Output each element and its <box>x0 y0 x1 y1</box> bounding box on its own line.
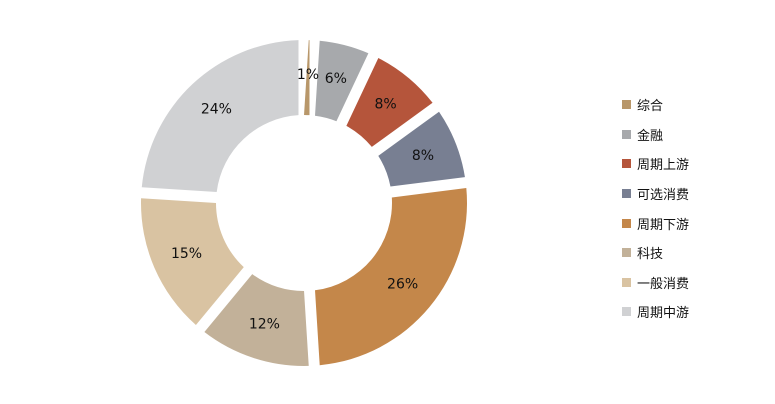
legend-swatch <box>622 100 631 110</box>
legend-label: 可选消费 <box>637 188 690 204</box>
donut-slice-0 <box>304 40 310 116</box>
legend-item-jinrong: 金融 <box>622 120 689 150</box>
legend-swatch <box>622 159 631 169</box>
legend-item-keji: 科技 <box>622 238 689 268</box>
slice-label-1: 6% <box>325 71 347 87</box>
legend-label: 综合 <box>637 99 664 115</box>
legend-label: 周期下游 <box>637 217 690 233</box>
legend-label: 科技 <box>637 247 664 263</box>
legend-swatch <box>622 277 631 287</box>
slice-label-0: 1% <box>297 67 319 83</box>
legend-swatch <box>622 218 631 228</box>
legend-swatch <box>622 307 631 317</box>
legend: 综合 金融 周期上游 可选消费 周期下游 科技 一般消费 周期中游 <box>622 90 689 327</box>
slice-label-5: 12% <box>249 317 280 333</box>
legend-swatch <box>622 189 631 199</box>
legend-swatch <box>622 248 631 258</box>
legend-label: 周期中游 <box>637 306 690 322</box>
slice-label-2: 8% <box>374 96 396 112</box>
legend-item-zhouqi-zhongyou: 周期中游 <box>622 297 689 327</box>
legend-item-zonghe: 综合 <box>622 90 689 120</box>
legend-item-zhouqi-xiayou: 周期下游 <box>622 208 689 238</box>
legend-item-zhouqi-shangyou: 周期上游 <box>622 149 689 179</box>
legend-item-kexuan-xiaofei: 可选消费 <box>622 179 689 209</box>
donut-slice-3 <box>378 111 465 187</box>
slice-label-3: 8% <box>412 148 434 164</box>
donut-slice-6 <box>140 198 244 326</box>
slice-label-7: 24% <box>201 102 232 118</box>
donut-slice-7 <box>141 40 299 192</box>
legend-swatch <box>622 129 631 139</box>
donut-slice-5 <box>204 274 309 366</box>
legend-label: 一般消费 <box>637 276 690 292</box>
legend-label: 金融 <box>637 128 664 144</box>
donut-slices <box>140 40 468 366</box>
legend-label: 周期上游 <box>637 158 690 174</box>
slice-labels: 1% 6% 8% 8% 26% 12% 15% 24% <box>171 67 434 333</box>
legend-item-yiban-xiaofei: 一般消费 <box>622 268 689 298</box>
donut-slice-4 <box>315 188 468 366</box>
slice-label-4: 26% <box>387 277 418 293</box>
donut-slice-1 <box>315 40 369 122</box>
slice-label-6: 15% <box>171 246 202 262</box>
donut-slice-2 <box>346 57 433 147</box>
